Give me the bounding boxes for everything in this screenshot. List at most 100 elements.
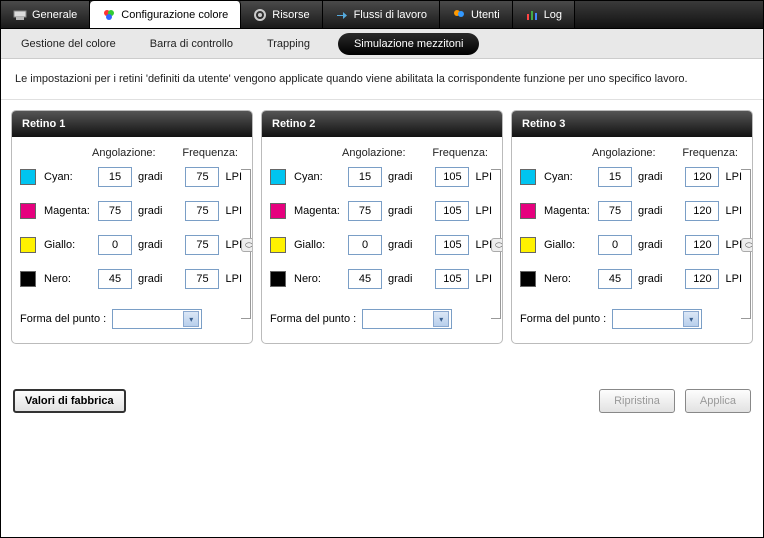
link-icon[interactable]: ⬭ xyxy=(491,238,503,252)
cyan-frequency-input[interactable] xyxy=(435,167,469,187)
degrees-unit: gradi xyxy=(138,239,162,251)
reset-button[interactable]: Ripristina xyxy=(599,389,675,413)
tab-label: Utenti xyxy=(471,9,500,21)
magenta-frequency-input[interactable] xyxy=(435,201,469,221)
magenta-angle-input[interactable] xyxy=(348,201,382,221)
panel-retino-1: Retino 1Angolazione:Frequenza:Cyan:gradi… xyxy=(11,110,253,344)
color-label: Nero: xyxy=(544,273,594,285)
nero-angle-input[interactable] xyxy=(98,269,132,289)
color-row-nero: Nero:gradiLPI xyxy=(270,269,494,289)
tab-generale[interactable]: Generale xyxy=(1,1,90,28)
lpi-unit: LPI xyxy=(725,273,742,285)
dot-shape-label: Forma del punto : xyxy=(520,313,606,325)
main-tabs: Generale Configurazione colore Risorse F… xyxy=(1,1,763,29)
angolazione-header: Angolazione: xyxy=(342,147,426,159)
panel-retino-3: Retino 3Angolazione:Frequenza:Cyan:gradi… xyxy=(511,110,753,344)
panel-body: Angolazione:Frequenza:Cyan:gradiLPIMagen… xyxy=(512,137,752,343)
chevron-down-icon: ▾ xyxy=(683,311,699,327)
color-label: Nero: xyxy=(294,273,344,285)
lpi-unit: LPI xyxy=(475,239,492,251)
tab-risorse[interactable]: Risorse xyxy=(241,1,322,28)
chart-icon xyxy=(525,8,539,22)
info-text: Le impostazioni per i retini 'definiti d… xyxy=(1,59,763,100)
color-row-magenta: Magenta:gradiLPI xyxy=(270,201,494,221)
dot-shape-select[interactable]: ▾ xyxy=(612,309,702,329)
frequency-link-bracket: ⬭ xyxy=(241,169,251,319)
cyan-angle-input[interactable] xyxy=(348,167,382,187)
gear-icon xyxy=(253,8,267,22)
tab-utenti[interactable]: Utenti xyxy=(440,1,513,28)
nero-angle-input[interactable] xyxy=(348,269,382,289)
angolazione-header: Angolazione: xyxy=(92,147,176,159)
color-row-giallo: Giallo:gradiLPI xyxy=(20,235,244,255)
dot-shape-select[interactable]: ▾ xyxy=(362,309,452,329)
degrees-unit: gradi xyxy=(388,171,412,183)
magenta-frequency-input[interactable] xyxy=(185,201,219,221)
giallo-frequency-input[interactable] xyxy=(185,235,219,255)
chevron-down-icon: ▾ xyxy=(433,311,449,327)
degrees-unit: gradi xyxy=(638,205,662,217)
giallo-angle-input[interactable] xyxy=(598,235,632,255)
magenta-angle-input[interactable] xyxy=(98,201,132,221)
tab-configurazione-colore[interactable]: Configurazione colore xyxy=(90,1,241,28)
content-area: Gestione del colore Barra di controllo T… xyxy=(1,29,763,537)
degrees-unit: gradi xyxy=(388,239,412,251)
giallo-angle-input[interactable] xyxy=(98,235,132,255)
magenta-swatch-icon xyxy=(270,203,286,219)
nero-frequency-input[interactable] xyxy=(185,269,219,289)
subtab-simulazione-mezzitoni[interactable]: Simulazione mezzitoni xyxy=(338,33,479,55)
nero-angle-input[interactable] xyxy=(598,269,632,289)
degrees-unit: gradi xyxy=(638,273,662,285)
tab-flussi[interactable]: Flussi di lavoro xyxy=(323,1,440,28)
degrees-unit: gradi xyxy=(388,205,412,217)
frequenza-header: Frequenza: xyxy=(176,147,244,159)
giallo-frequency-input[interactable] xyxy=(435,235,469,255)
degrees-unit: gradi xyxy=(138,205,162,217)
tab-label: Generale xyxy=(32,9,77,21)
giallo-angle-input[interactable] xyxy=(348,235,382,255)
giallo-frequency-input[interactable] xyxy=(685,235,719,255)
subtab-gestione-colore[interactable]: Gestione del colore xyxy=(15,34,122,54)
cyan-angle-input[interactable] xyxy=(98,167,132,187)
factory-defaults-button[interactable]: Valori di fabbrica xyxy=(13,389,126,413)
footer-bar: Valori di fabbrica Ripristina Applica xyxy=(1,344,763,425)
tab-label: Risorse xyxy=(272,9,309,21)
frequenza-header: Frequenza: xyxy=(426,147,494,159)
magenta-angle-input[interactable] xyxy=(598,201,632,221)
color-row-cyan: Cyan:gradiLPI xyxy=(20,167,244,187)
lpi-unit: LPI xyxy=(725,239,742,251)
magenta-frequency-input[interactable] xyxy=(685,201,719,221)
lpi-unit: LPI xyxy=(475,273,492,285)
dot-shape-label: Forma del punto : xyxy=(20,313,106,325)
color-row-cyan: Cyan:gradiLPI xyxy=(270,167,494,187)
color-row-giallo: Giallo:gradiLPI xyxy=(520,235,744,255)
lpi-unit: LPI xyxy=(725,205,742,217)
nero-frequency-input[interactable] xyxy=(435,269,469,289)
magenta-swatch-icon xyxy=(20,203,36,219)
degrees-unit: gradi xyxy=(638,171,662,183)
angolazione-header: Angolazione: xyxy=(592,147,676,159)
cyan-angle-input[interactable] xyxy=(598,167,632,187)
cyan-swatch-icon xyxy=(270,169,286,185)
color-label: Giallo: xyxy=(294,239,344,251)
subtab-barra-controllo[interactable]: Barra di controllo xyxy=(144,34,239,54)
lpi-unit: LPI xyxy=(475,205,492,217)
dot-shape-select[interactable]: ▾ xyxy=(112,309,202,329)
link-icon[interactable]: ⬭ xyxy=(241,238,253,252)
nero-frequency-input[interactable] xyxy=(685,269,719,289)
cyan-frequency-input[interactable] xyxy=(685,167,719,187)
link-icon[interactable]: ⬭ xyxy=(741,238,753,252)
sub-tabs: Gestione del colore Barra di controllo T… xyxy=(1,29,763,59)
tab-label: Log xyxy=(544,9,562,21)
tab-label: Configurazione colore xyxy=(121,9,228,21)
tab-log[interactable]: Log xyxy=(513,1,575,28)
cyan-frequency-input[interactable] xyxy=(185,167,219,187)
printer-icon xyxy=(13,8,27,22)
nero-swatch-icon xyxy=(20,271,36,287)
degrees-unit: gradi xyxy=(138,273,162,285)
color-row-nero: Nero:gradiLPI xyxy=(20,269,244,289)
apply-button[interactable]: Applica xyxy=(685,389,751,413)
color-label: Cyan: xyxy=(44,171,94,183)
subtab-trapping[interactable]: Trapping xyxy=(261,34,316,54)
dot-shape-row: Forma del punto :▾ xyxy=(270,309,494,329)
